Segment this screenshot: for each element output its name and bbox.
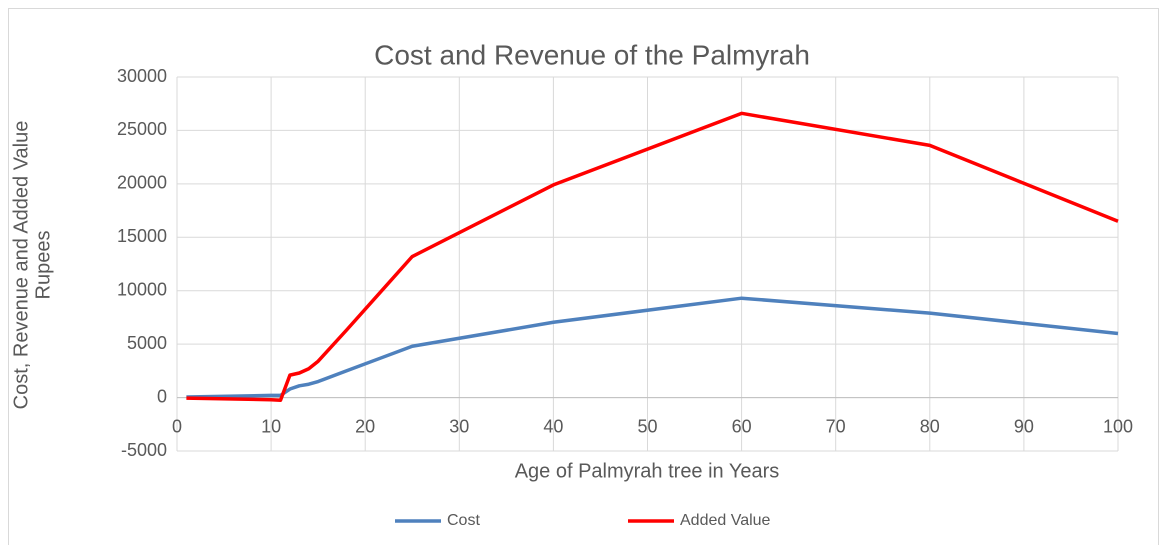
legend-label: Cost: [447, 512, 480, 529]
y-axis-label: Rupees: [32, 231, 54, 300]
x-tick-label: 100: [1103, 416, 1133, 436]
y-tick-label: 0: [157, 386, 167, 406]
x-tick-label: 60: [732, 416, 752, 436]
y-tick-label: 15000: [117, 226, 167, 246]
y-tick-label: 30000: [117, 66, 167, 86]
legend-label: Added Value: [680, 512, 771, 529]
y-tick-label: 25000: [117, 119, 167, 139]
y-tick-label: -5000: [121, 440, 167, 460]
x-tick-label: 80: [920, 416, 940, 436]
x-tick-label: 50: [637, 416, 657, 436]
line-series: [186, 111, 1119, 402]
chart-border: [8, 8, 1159, 545]
y-tick-label: 5000: [127, 333, 167, 353]
x-tick-label: 20: [355, 416, 375, 436]
y-axis-label: Cost, Revenue and Added Value: [10, 121, 32, 410]
y-tick-label: 20000: [117, 173, 167, 193]
x-tick-label: 70: [826, 416, 846, 436]
x-tick-label: 40: [543, 416, 563, 436]
x-tick-label: 10: [261, 416, 281, 436]
x-axis-label: Age of Palmyrah tree in Years: [515, 460, 780, 482]
x-tick-label: 30: [449, 416, 469, 436]
x-tick-label: 90: [1014, 416, 1034, 436]
x-tick-label: 0: [172, 416, 182, 436]
chart-title: Cost and Revenue of the Palmyrah: [374, 39, 810, 70]
y-tick-label: 10000: [117, 279, 167, 299]
